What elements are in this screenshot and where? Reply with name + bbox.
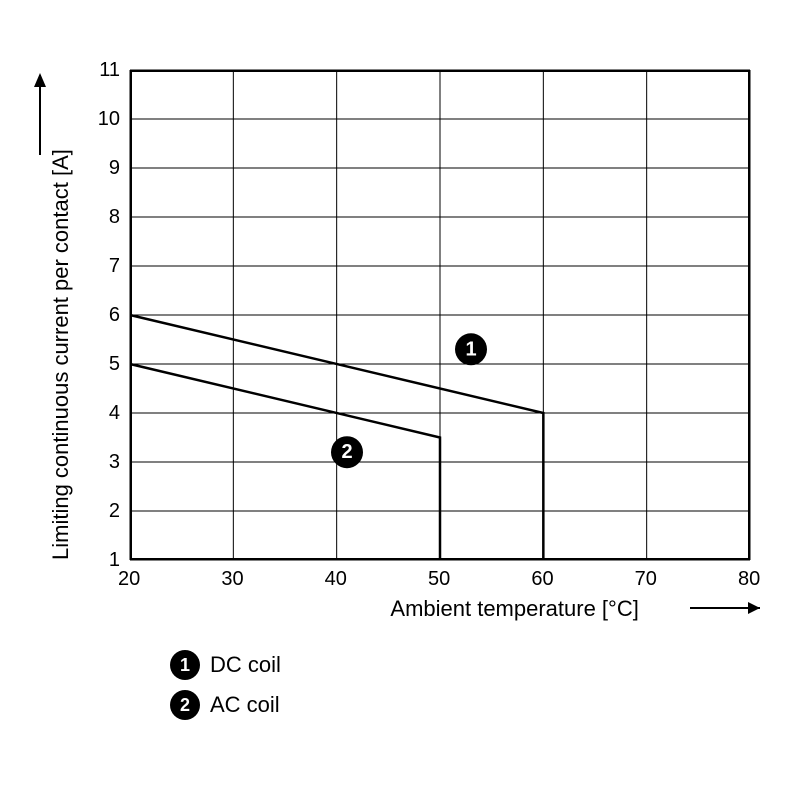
svg-text:1: 1 [465,338,476,360]
y-tick-label: 11 [99,59,120,82]
y-tick-label: 3 [109,451,120,474]
plot-svg: 12 [0,0,800,800]
legend-label: DC coil [210,652,281,678]
x-axis-label-text: Ambient temperature [°C] [390,596,638,621]
legend-badge: 1 [170,650,200,680]
x-tick-label: 30 [221,568,243,591]
y-tick-label: 7 [109,255,120,278]
y-tick-label: 4 [109,402,120,425]
x-axis-label: Ambient temperature [°C] [390,596,638,622]
x-tick-label: 40 [325,568,347,591]
x-tick-label: 70 [635,568,657,591]
x-tick-label: 50 [428,568,450,591]
x-tick-label: 60 [531,568,553,591]
y-tick-label: 10 [98,108,120,131]
legend-item-1: 1 DC coil [170,650,281,680]
y-tick-label: 1 [109,549,120,572]
y-tick-label: 8 [109,206,120,229]
x-tick-label: 20 [118,568,140,591]
legend-label: AC coil [210,692,280,718]
y-tick-label: 5 [109,353,120,376]
legend: 1 DC coil 2 AC coil [170,650,281,730]
y-tick-label: 2 [109,500,120,523]
legend-item-2: 2 AC coil [170,690,281,720]
legend-badge: 2 [170,690,200,720]
y-tick-label: 6 [109,304,120,327]
svg-text:2: 2 [341,441,352,463]
y-tick-label: 9 [109,157,120,180]
x-tick-label: 80 [738,568,760,591]
chart-container: { "chart": { "type": "line", "background… [0,0,800,800]
